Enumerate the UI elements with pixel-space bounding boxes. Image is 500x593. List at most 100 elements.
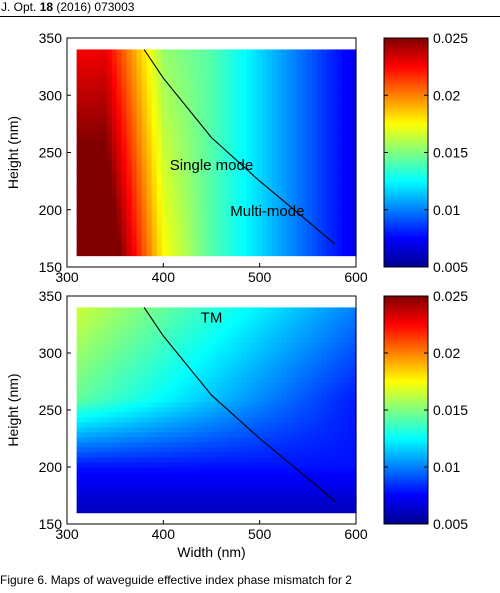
- heatmap-cell: [201, 119, 208, 126]
- heatmap-cell: [136, 482, 143, 488]
- heatmap-cell: [116, 492, 123, 498]
- heatmap-cell: [216, 412, 223, 418]
- heatmap-cell: [301, 422, 308, 428]
- heatmap-cell: [186, 184, 193, 191]
- heatmap-cell: [231, 337, 238, 343]
- heatmap-cell: [236, 84, 243, 91]
- heatmap-cell: [321, 84, 328, 91]
- heatmap-cell: [326, 194, 333, 201]
- heatmap-cell: [236, 477, 243, 483]
- heatmap-cell: [151, 189, 158, 196]
- heatmap-cell: [181, 209, 188, 216]
- heatmap-cell: [271, 139, 278, 146]
- heatmap-cell: [211, 372, 218, 378]
- heatmap-cell: [296, 74, 303, 81]
- heatmap-cell: [331, 249, 338, 256]
- heatmap-cell: [241, 129, 248, 136]
- heatmap-cell: [196, 84, 203, 91]
- heatmap-cell: [271, 164, 278, 171]
- heatmap-cell: [326, 497, 333, 503]
- heatmap-cell: [206, 224, 213, 231]
- heatmap-cell: [241, 169, 248, 176]
- heatmap-cell: [231, 124, 238, 131]
- heatmap-cell: [246, 199, 253, 206]
- heatmap-cell: [301, 199, 308, 206]
- heatmap-cell: [316, 422, 323, 428]
- heatmap-cell: [291, 417, 298, 423]
- heatmap-cell: [201, 347, 208, 353]
- heatmap-cell: [146, 437, 153, 443]
- heatmap-cell: [316, 224, 323, 231]
- heatmap-cell: [201, 99, 208, 106]
- heatmap-cell: [226, 239, 233, 246]
- heatmap-cell: [111, 234, 118, 241]
- heatmap-cell: [266, 139, 273, 146]
- heatmap-cell: [246, 144, 253, 151]
- heatmap-cell: [151, 94, 158, 101]
- heatmap-cell: [206, 342, 213, 348]
- heatmap-cell: [261, 189, 268, 196]
- heatmap-cell: [211, 487, 218, 493]
- heatmap-cell: [241, 492, 248, 498]
- heatmap-cell: [141, 497, 148, 503]
- heatmap-cell: [216, 442, 223, 448]
- heatmap-cell: [221, 139, 228, 146]
- heatmap-cell: [126, 119, 133, 126]
- heatmap-cell: [336, 377, 343, 383]
- heatmap-cell: [126, 347, 133, 353]
- heatmap-cell: [346, 497, 353, 503]
- heatmap-cell: [331, 84, 338, 91]
- heatmap-cell: [231, 64, 238, 71]
- heatmap-cell: [196, 69, 203, 76]
- heatmap-cell: [196, 507, 203, 513]
- heatmap-cell: [161, 362, 168, 368]
- heatmap-cell: [231, 312, 238, 318]
- heatmap-cell: [161, 472, 168, 478]
- heatmap-cell: [86, 184, 93, 191]
- heatmap-cell: [131, 337, 138, 343]
- y-tick-label: 350: [39, 288, 63, 304]
- heatmap-cell: [96, 229, 103, 236]
- heatmap-cell: [321, 54, 328, 61]
- heatmap-cell: [251, 422, 258, 428]
- heatmap-cell: [156, 492, 163, 498]
- heatmap-cell: [281, 487, 288, 493]
- heatmap-cell: [246, 367, 253, 373]
- heatmap-cell: [96, 104, 103, 111]
- heatmap-cell: [296, 447, 303, 453]
- heatmap-cell: [231, 89, 238, 96]
- heatmap-cell: [271, 194, 278, 201]
- heatmap-cell: [181, 194, 188, 201]
- heatmap-cell: [206, 512, 213, 514]
- heatmap-cell: [286, 64, 293, 71]
- heatmap-cell: [106, 79, 113, 86]
- heatmap-cell: [351, 482, 357, 488]
- heatmap-cell: [76, 69, 83, 76]
- heatmap-cell: [241, 307, 248, 313]
- heatmap-cell: [231, 392, 238, 398]
- heatmap-cell: [121, 59, 128, 66]
- heatmap-cell: [286, 129, 293, 136]
- heatmap-cell: [311, 477, 318, 483]
- heatmap-cell: [91, 169, 98, 176]
- heatmap-cell: [316, 512, 323, 514]
- heatmap-cell: [101, 134, 108, 141]
- heatmap-cell: [336, 149, 343, 156]
- heatmap-cell: [136, 427, 143, 433]
- heatmap-cell: [336, 64, 343, 71]
- heatmap-cell: [326, 332, 333, 338]
- heatmap-cell: [161, 214, 168, 221]
- heatmap-cell: [91, 372, 98, 378]
- heatmap-cell: [336, 442, 343, 448]
- heatmap-cell: [146, 239, 153, 246]
- heatmap-cell: [86, 402, 93, 408]
- heatmap-cell: [276, 427, 283, 433]
- heatmap-cell: [226, 174, 233, 181]
- heatmap-cell: [306, 497, 313, 503]
- heatmap-cell: [191, 482, 198, 488]
- heatmap-cell: [316, 457, 323, 463]
- heatmap-cell: [221, 327, 228, 333]
- heatmap-cell: [121, 367, 128, 373]
- heatmap-cell: [81, 84, 88, 91]
- heatmap-cell: [306, 179, 313, 186]
